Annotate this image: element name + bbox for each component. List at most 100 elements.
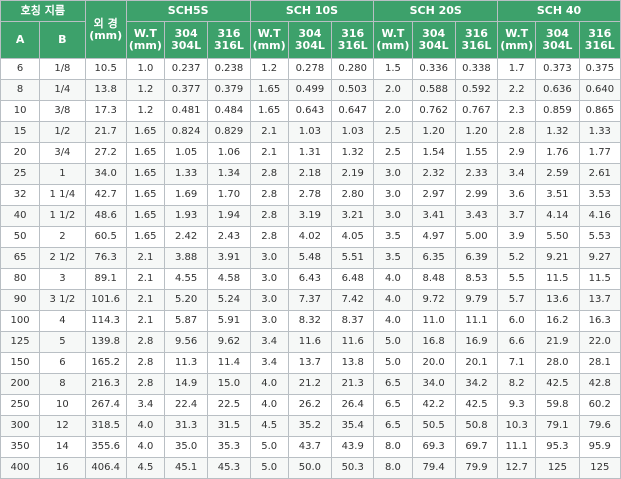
- table-cell: 400: [0, 457, 41, 479]
- table-cell: 1.31: [287, 142, 333, 164]
- table-cell: 9.27: [578, 247, 621, 269]
- table-cell: 4.5: [125, 457, 165, 479]
- table-cell: 31.5: [207, 415, 251, 437]
- table-cell: 3.4: [497, 163, 537, 185]
- table-row: 15 1/2 21.7 1.65 0.824 0.829 2.1 1.03 1.03 2.5 1.2…: [0, 121, 621, 143]
- table-cell: 0.859: [535, 100, 580, 122]
- material-304-header-text: 304: [174, 27, 198, 40]
- table-cell: 69.3: [411, 436, 456, 458]
- table-cell: 14: [39, 436, 86, 458]
- table-cell: 95.9: [578, 436, 621, 458]
- table-cell: 13.6: [535, 289, 580, 311]
- table-row: 32 1 1/4 42.7 1.65 1.69 1.70 2.8 2.78 2.80 3.0 2.9…: [0, 184, 621, 206]
- table-row: 400 16 406.4 4.5 45.1 45.3 5.0 50.0 50.3 8.0 79.4 7…: [0, 457, 621, 479]
- table-cell: 43.7: [287, 436, 333, 458]
- od-unit: (mm): [89, 28, 123, 42]
- table-cell: 5.53: [578, 226, 621, 248]
- table-cell: 101.6: [84, 289, 127, 311]
- table-cell: 4.58: [207, 268, 251, 290]
- material-316-header-text: 316L: [584, 39, 615, 52]
- table-row: 20 3/4 27.2 1.65 1.05 1.06 2.1 1.31 1.32 2.5 1.54 1…: [0, 142, 621, 164]
- table-cell: 3.0: [249, 310, 289, 332]
- table-cell: 50.8: [454, 415, 499, 437]
- table-cell: 0.379: [207, 79, 251, 101]
- table-cell: 1.65: [125, 184, 165, 206]
- table-row: 200 8 216.3 2.8 14.9 15.0 4.0 21.2 21.3 6.5 34.0 34…: [0, 373, 621, 395]
- table-cell: 11.5: [578, 268, 621, 290]
- table-cell: 0.237: [163, 58, 209, 80]
- table-cell: 10.5: [84, 58, 127, 80]
- table-cell: 69.7: [454, 436, 499, 458]
- table-cell: 8.32: [287, 310, 333, 332]
- table-cell: 42.8: [578, 373, 621, 395]
- table-row: 150 6 165.2 2.8 11.3 11.4 3.4 13.7 13.8 5.0 20.0 20…: [0, 352, 621, 374]
- table-cell: 3.4: [249, 331, 289, 353]
- table-cell: 28.0: [535, 352, 580, 374]
- table-body: 6 1/8 10.5 1.0 0.237 0.238 1.2 0.278 0.280 1.5 0.3…: [0, 58, 621, 479]
- table-cell: 45.1: [163, 457, 209, 479]
- table-cell: 79.1: [535, 415, 580, 437]
- table-cell: 4.55: [163, 268, 209, 290]
- table-cell: 0.238: [207, 58, 251, 80]
- table-cell: 1.65: [125, 142, 165, 164]
- table-cell: 32: [0, 184, 41, 206]
- table-cell: 4.5: [249, 415, 289, 437]
- table-cell: 0.588: [411, 79, 456, 101]
- table-cell: 45.3: [207, 457, 251, 479]
- material-316-header-text: 316L: [461, 39, 492, 52]
- table-cell: 40: [0, 205, 41, 227]
- table-row: 40 1 1/2 48.6 1.65 1.93 1.94 2.8 3.19 3.21 3.0 3.4…: [0, 205, 621, 227]
- table-cell: 4.02: [287, 226, 333, 248]
- table-row: 50 2 60.5 1.65 2.42 2.43 2.8 4.02 4.05 3.5 4.97 5.0…: [0, 226, 621, 248]
- table-cell: 5.0: [373, 331, 413, 353]
- table-cell: 0.278: [287, 58, 333, 80]
- table-cell: 0.377: [163, 79, 209, 101]
- table-cell: 3.0: [249, 268, 289, 290]
- table-cell: 0.373: [535, 58, 580, 80]
- table-cell: 10: [39, 394, 86, 416]
- table-cell: 2.61: [578, 163, 621, 185]
- table-row: 80 3 89.1 2.1 4.55 4.58 3.0 6.43 6.48 4.0 8.48 8.53…: [0, 268, 621, 290]
- table-cell: 14.9: [163, 373, 209, 395]
- table-cell: 6.6: [497, 331, 537, 353]
- table-cell: 4.14: [535, 205, 580, 227]
- table-cell: 1.03: [331, 121, 375, 143]
- material-304-header-text: 304L: [542, 39, 573, 52]
- table-cell: 114.3: [84, 310, 127, 332]
- table-cell: 2 1/2: [39, 247, 86, 269]
- col-b-header: B: [39, 21, 86, 59]
- table-cell: 1/2: [39, 121, 86, 143]
- table-row: 125 5 139.8 2.8 9.56 9.62 3.4 11.6 11.6 5.0 16.8 16…: [0, 331, 621, 353]
- wt-header: W.T (mm): [373, 21, 413, 59]
- table-cell: 8.37: [331, 310, 375, 332]
- table-cell: 4.0: [249, 373, 289, 395]
- table-cell: 79.9: [454, 457, 499, 479]
- material-304-header: 304 304L: [411, 21, 456, 59]
- table-cell: 250: [0, 394, 41, 416]
- table-cell: 20.1: [454, 352, 499, 374]
- table-cell: 406.4: [84, 457, 127, 479]
- table-cell: 34.0: [411, 373, 456, 395]
- wt-header-text: (mm): [128, 39, 162, 52]
- table-cell: 89.1: [84, 268, 127, 290]
- table-cell: 2.1: [249, 142, 289, 164]
- table-cell: 0.643: [287, 100, 333, 122]
- table-cell: 6: [0, 58, 41, 80]
- table-cell: 1.76: [535, 142, 580, 164]
- table-cell: 5.51: [331, 247, 375, 269]
- table-cell: 35.4: [331, 415, 375, 437]
- table-cell: 1.33: [163, 163, 209, 185]
- wt-header-text: (mm): [376, 39, 410, 52]
- table-cell: 0.767: [454, 100, 499, 122]
- table-cell: 4.16: [578, 205, 621, 227]
- table-cell: 50: [0, 226, 41, 248]
- group-header-sch40: SCH 40: [497, 0, 621, 22]
- table-cell: 6.5: [373, 415, 413, 437]
- table-cell: 3.0: [373, 184, 413, 206]
- table-cell: 15.0: [207, 373, 251, 395]
- material-316-header: 316 316L: [331, 21, 375, 59]
- table-cell: 0.484: [207, 100, 251, 122]
- table-row: 65 2 1/2 76.3 2.1 3.88 3.91 3.0 5.48 5.51 3.5 6.35…: [0, 247, 621, 269]
- table-cell: 31.3: [163, 415, 209, 437]
